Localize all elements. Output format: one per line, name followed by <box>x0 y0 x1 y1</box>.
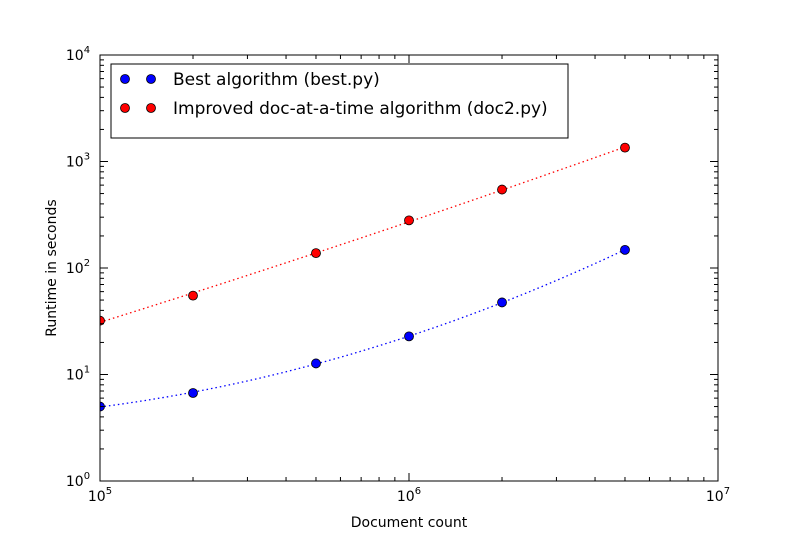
y-tick-base: 10 <box>66 48 84 64</box>
legend-marker <box>120 103 130 113</box>
y-tick-exponent: 0 <box>84 471 90 482</box>
x-tick-exponent: 6 <box>415 486 421 497</box>
x-tick-base: 10 <box>397 489 415 505</box>
legend-label: Improved doc-at-a-time algorithm (doc2.p… <box>173 99 548 119</box>
y-axis-label: Runtime in seconds <box>44 199 60 336</box>
y-tick-label: 104 <box>66 45 90 64</box>
series-1-point <box>404 215 414 226</box>
series-0-point <box>188 388 198 398</box>
legend-box <box>110 63 569 139</box>
series-0-point <box>404 331 414 342</box>
x-axis-label: Document count <box>351 515 468 531</box>
series-0-point <box>311 358 321 369</box>
series-1-point <box>188 290 198 301</box>
y-tick-label: 103 <box>66 152 90 171</box>
y-tick-exponent: 2 <box>84 258 90 269</box>
series-0-point <box>620 244 630 255</box>
y-tick-base: 10 <box>66 368 84 384</box>
series-0-trend-line <box>100 249 626 408</box>
y-tick-base: 10 <box>66 155 84 171</box>
plot-area <box>100 142 630 412</box>
x-tick-base: 10 <box>88 489 106 505</box>
y-tick-label: 102 <box>66 258 90 277</box>
plot-frame <box>99 54 719 482</box>
series-1-point <box>311 248 321 259</box>
legend-marker <box>120 74 130 84</box>
y-tick-label: 100 <box>66 471 90 490</box>
y-tick-label: 101 <box>66 365 90 384</box>
x-tick-base: 10 <box>706 489 724 505</box>
x-tick-label: 107 <box>706 486 730 505</box>
legend-marker <box>146 103 156 113</box>
y-tick-exponent: 1 <box>84 365 90 376</box>
y-tick-exponent: 3 <box>84 152 90 163</box>
y-tick-base: 10 <box>66 474 84 490</box>
legend: Best algorithm (best.py) Improved doc-at-… <box>110 63 569 139</box>
x-tick-label: 105 <box>88 486 112 505</box>
x-tick-label: 106 <box>397 486 421 505</box>
series-0-point <box>497 297 507 308</box>
series-1-point <box>100 315 105 326</box>
series-1-point <box>497 184 507 195</box>
y-tick-exponent: 4 <box>84 45 90 56</box>
series-1-point <box>620 142 630 153</box>
x-tick-exponent: 7 <box>724 486 730 497</box>
y-tick-base: 10 <box>66 261 84 277</box>
x-tick-exponent: 5 <box>106 486 112 497</box>
legend-marker <box>146 74 156 84</box>
series-1-trend-line <box>100 146 626 323</box>
legend-label: Best algorithm (best.py) <box>173 70 380 90</box>
